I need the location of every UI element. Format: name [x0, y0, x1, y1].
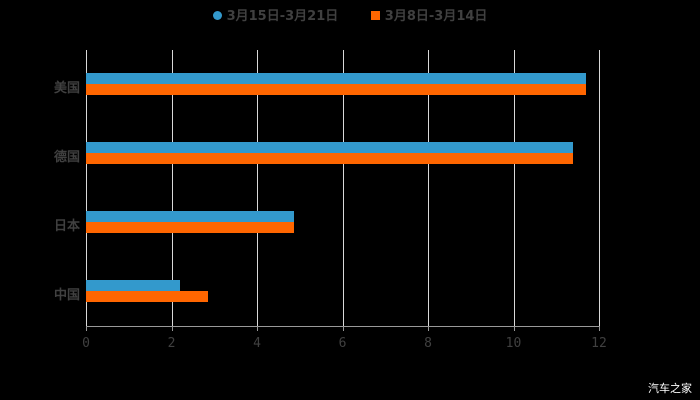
bar: [86, 153, 574, 164]
x-tick-label: 6: [338, 336, 347, 351]
legend-marker-icon: [212, 11, 222, 20]
bar: [86, 84, 587, 95]
x-tick: [513, 326, 515, 331]
x-tick-label: 4: [253, 336, 261, 351]
legend-item-series-2: 3月8日-3月14日: [370, 5, 487, 24]
gridline: [86, 50, 87, 326]
x-tick-label: 12: [591, 336, 607, 351]
gridline: [171, 50, 173, 326]
bar: [86, 142, 574, 153]
x-tick-label: 2: [167, 336, 176, 351]
category-label: 德国: [53, 150, 80, 165]
gridline: [513, 50, 515, 326]
x-tick: [428, 326, 429, 331]
legend-marker-icon: [370, 11, 380, 20]
category-label: 日本: [53, 219, 80, 234]
bar: [86, 73, 587, 84]
gridline: [599, 50, 600, 326]
chart-legend: 3月15日-3月21日 3月8日-3月14日: [0, 5, 700, 24]
x-tick: [599, 326, 600, 331]
watermark: 汽车之家: [648, 382, 692, 395]
x-tick-label: 8: [424, 336, 432, 351]
gridline: [257, 50, 258, 326]
category-label: 美国: [53, 81, 80, 96]
bar: [86, 222, 294, 233]
gridline: [428, 50, 429, 326]
bar: [86, 291, 208, 302]
x-tick: [171, 326, 173, 331]
x-tick-label: 0: [82, 336, 90, 351]
bar: [86, 280, 181, 291]
x-tick: [342, 326, 344, 331]
category-label: 中国: [53, 288, 80, 303]
x-tick: [257, 326, 258, 331]
x-tick: [86, 326, 87, 331]
x-axis: [86, 326, 600, 327]
legend-item-series-1: 3月15日-3月21日: [212, 5, 338, 24]
x-tick-label: 10: [505, 336, 522, 351]
bar: [86, 211, 294, 222]
gridline: [342, 50, 344, 326]
